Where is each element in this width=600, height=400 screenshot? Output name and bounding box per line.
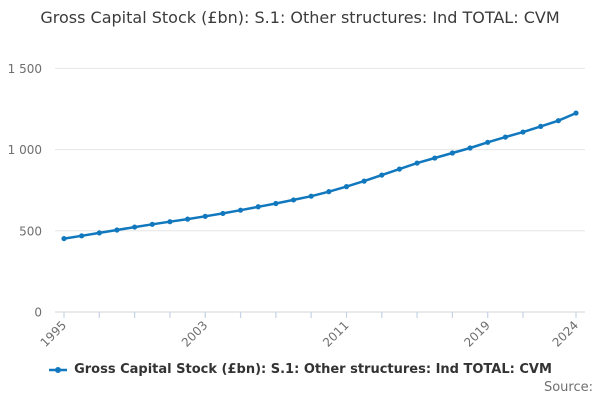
chart-title: Gross Capital Stock (£bn): S.1: Other st… xyxy=(40,8,560,27)
x-tick-label: 1995 xyxy=(38,318,69,349)
data-point xyxy=(361,178,367,184)
data-point xyxy=(573,110,579,116)
data-line xyxy=(63,111,577,240)
data-point xyxy=(202,213,208,219)
data-point xyxy=(308,193,314,199)
data-point xyxy=(273,200,279,207)
data-point xyxy=(502,134,508,140)
data-point xyxy=(396,166,403,172)
data-point xyxy=(485,139,491,145)
data-point xyxy=(167,219,173,225)
data-point xyxy=(343,184,350,190)
data-point xyxy=(432,155,438,161)
data-point xyxy=(237,207,244,213)
data-point xyxy=(326,189,332,195)
data-point xyxy=(290,197,297,203)
y-tick-label: 1 500 xyxy=(8,62,42,76)
data-point xyxy=(220,210,226,217)
data-point xyxy=(132,224,138,230)
legend-label: Gross Capital Stock (£bn): S.1: Other st… xyxy=(74,362,552,377)
data-point xyxy=(520,129,526,135)
y-tick-label: 0 xyxy=(34,306,42,320)
x-tick-label: 2011 xyxy=(320,318,351,349)
data-point xyxy=(184,216,191,222)
data-point xyxy=(555,118,561,124)
data-point xyxy=(96,230,102,236)
x-tick-label: 2024 xyxy=(550,318,581,349)
y-tick-label: 500 xyxy=(19,224,42,238)
x-tick-label: 2019 xyxy=(461,318,492,349)
data-point xyxy=(114,227,120,233)
data-point xyxy=(414,160,420,166)
data-point xyxy=(255,204,261,210)
data-point xyxy=(449,150,456,156)
data-point xyxy=(149,221,155,227)
data-point xyxy=(79,233,85,239)
source-note: Source: xyxy=(543,380,593,395)
data-point xyxy=(61,235,67,242)
y-tick-label: 1 000 xyxy=(8,143,42,157)
data-point xyxy=(379,172,385,178)
data-point xyxy=(467,145,473,151)
legend[interactable]: Gross Capital Stock (£bn): S.1: Other st… xyxy=(0,362,600,377)
x-tick-label: 2003 xyxy=(179,318,210,349)
data-point xyxy=(538,123,544,129)
legend-line-marker-icon xyxy=(49,366,68,373)
